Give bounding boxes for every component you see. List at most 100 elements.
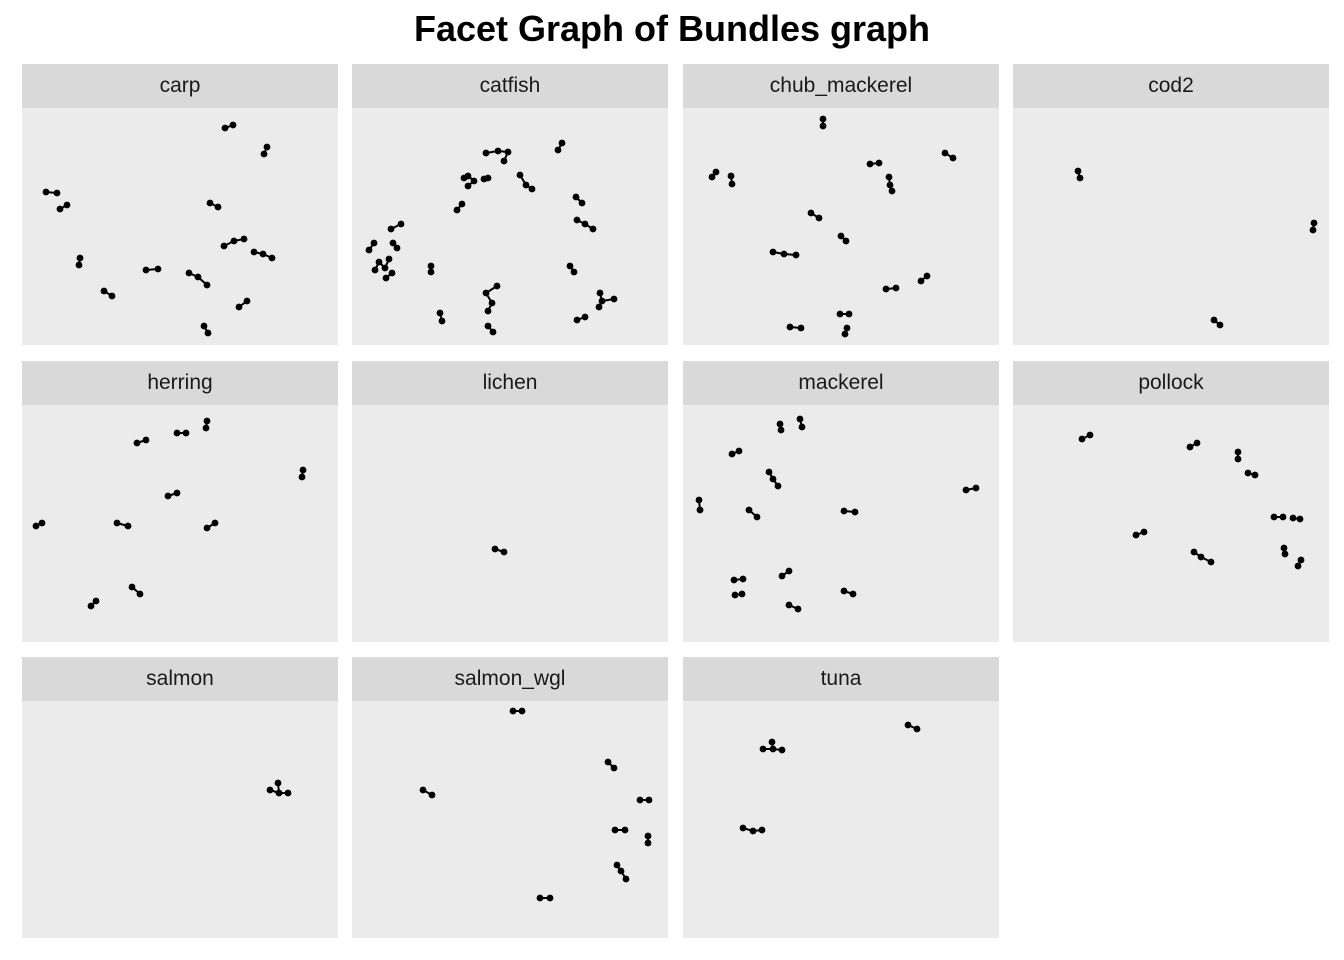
network-node bbox=[1186, 443, 1194, 451]
network-node bbox=[522, 181, 530, 189]
network-node bbox=[546, 894, 554, 902]
network-node bbox=[1078, 435, 1086, 443]
network-node bbox=[240, 235, 248, 243]
chart-title: Facet Graph of Bundles graph bbox=[413, 8, 931, 49]
network-node bbox=[572, 193, 580, 201]
network-plot bbox=[42, 121, 276, 337]
facet-strip-label: mackerel bbox=[683, 361, 999, 405]
network-node bbox=[484, 322, 492, 330]
network-node bbox=[235, 303, 243, 311]
facet-tuna: tuna bbox=[683, 657, 999, 938]
network-node bbox=[875, 159, 883, 167]
network-node bbox=[263, 143, 271, 151]
network-node bbox=[375, 258, 383, 266]
network-node bbox=[1294, 562, 1302, 570]
network-node bbox=[1280, 544, 1288, 552]
network-node bbox=[888, 187, 896, 195]
network-node bbox=[570, 268, 578, 276]
network-node bbox=[206, 199, 214, 207]
network-node bbox=[1251, 471, 1259, 479]
network-node bbox=[38, 519, 46, 527]
network-node bbox=[885, 173, 893, 181]
facet-chub-mackerel: chub_mackerel bbox=[683, 64, 999, 345]
network-node bbox=[1309, 226, 1317, 234]
network-node bbox=[749, 827, 757, 835]
facet-strip-label: catfish bbox=[352, 64, 668, 108]
network-node bbox=[436, 309, 444, 317]
network-node bbox=[482, 149, 490, 157]
facet-panel bbox=[683, 108, 999, 345]
network-node bbox=[1140, 528, 1148, 536]
network-node bbox=[268, 254, 276, 262]
network-node bbox=[815, 214, 823, 222]
network-node bbox=[202, 424, 210, 432]
network-node bbox=[136, 590, 144, 598]
network-node bbox=[769, 248, 777, 256]
network-node bbox=[397, 220, 405, 228]
network-plot bbox=[32, 417, 307, 610]
network-node bbox=[489, 328, 497, 336]
network-node bbox=[274, 779, 282, 787]
network-node bbox=[1244, 469, 1252, 477]
network-node bbox=[453, 206, 461, 214]
network-node bbox=[230, 237, 238, 245]
network-node bbox=[842, 237, 850, 245]
network-node bbox=[500, 157, 508, 165]
facet-carp: carp bbox=[22, 64, 338, 345]
network-node bbox=[275, 789, 283, 797]
network-node bbox=[589, 225, 597, 233]
network-node bbox=[573, 216, 581, 224]
network-node bbox=[739, 575, 747, 583]
network-node bbox=[387, 225, 395, 233]
network-node bbox=[243, 297, 251, 305]
network-node bbox=[1234, 455, 1242, 463]
facet-panel bbox=[1013, 108, 1329, 345]
network-node bbox=[840, 507, 848, 515]
network-node bbox=[913, 725, 921, 733]
network-node bbox=[794, 605, 802, 613]
facet-strip-label: lichen bbox=[352, 361, 668, 405]
network-node bbox=[566, 262, 574, 270]
network-node bbox=[882, 285, 890, 293]
facet-strip-label: pollock bbox=[1013, 361, 1329, 405]
network-node bbox=[504, 148, 512, 156]
network-node bbox=[200, 322, 208, 330]
network-node bbox=[76, 254, 84, 262]
network-node bbox=[204, 329, 212, 337]
network-node bbox=[904, 721, 912, 729]
network-node bbox=[371, 266, 379, 274]
network-node bbox=[428, 791, 436, 799]
network-node bbox=[203, 417, 211, 425]
network-node bbox=[845, 310, 853, 318]
network-node bbox=[695, 496, 703, 504]
facet-strip-label: chub_mackerel bbox=[683, 64, 999, 108]
network-node bbox=[53, 189, 61, 197]
network-node bbox=[610, 295, 618, 303]
network-node bbox=[56, 205, 64, 213]
facet-panel bbox=[352, 405, 668, 642]
network-node bbox=[385, 255, 393, 263]
network-node bbox=[636, 796, 644, 804]
network-node bbox=[173, 429, 181, 437]
network-node bbox=[63, 201, 71, 209]
facet-mackerel: mackerel bbox=[683, 361, 999, 642]
network-node bbox=[518, 707, 526, 715]
network-node bbox=[516, 171, 524, 179]
network-node bbox=[259, 250, 267, 258]
network-node bbox=[598, 297, 606, 305]
facet-pollock: pollock bbox=[1013, 361, 1329, 642]
network-node bbox=[1086, 431, 1094, 439]
network-node bbox=[786, 323, 794, 331]
network-node bbox=[949, 154, 957, 162]
network-node bbox=[798, 423, 806, 431]
network-node bbox=[164, 492, 172, 500]
network-node bbox=[972, 484, 980, 492]
facet-panel bbox=[352, 108, 668, 345]
network-node bbox=[250, 248, 258, 256]
network-node bbox=[731, 591, 739, 599]
network-node bbox=[1310, 219, 1318, 227]
network-plot bbox=[419, 707, 653, 902]
network-node bbox=[581, 313, 589, 321]
network-node bbox=[645, 796, 653, 804]
network-node bbox=[738, 590, 746, 598]
